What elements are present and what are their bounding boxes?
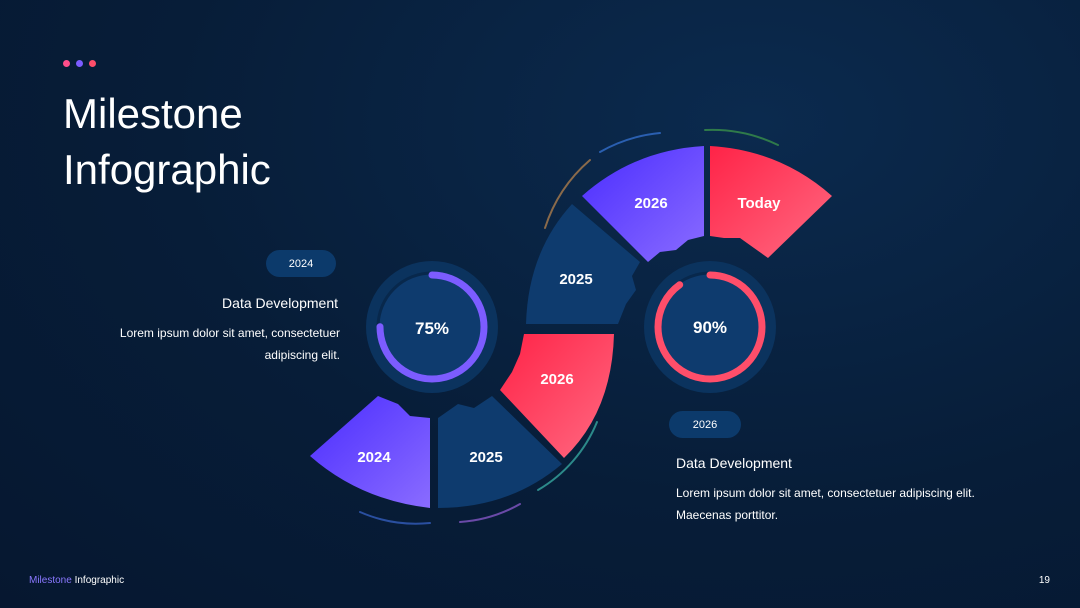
dot-red	[89, 60, 96, 67]
decorative-dots	[63, 60, 96, 67]
gauge-left-progress-arc	[376, 271, 488, 383]
right-heading: Data Development	[676, 455, 792, 471]
footer-title: Milestone Infographic	[29, 575, 124, 586]
segment-top-today	[710, 146, 832, 258]
slide-title: Milestone Infographic	[63, 86, 383, 198]
gauge-right: 90%	[644, 261, 776, 393]
right-body-line-1: Lorem ipsum dolor sit amet, consectetuer…	[676, 486, 975, 500]
year-badge-right: 2026	[669, 411, 741, 438]
title-line-2: Infographic	[63, 146, 271, 193]
segment-label-bottom-2024: 2024	[357, 449, 391, 466]
segment-bottom-2026	[500, 334, 614, 458]
left-heading: Data Development	[222, 295, 338, 311]
segment-bottom-2024	[310, 396, 430, 508]
gauge-left: 75%	[366, 261, 498, 393]
left-body: Lorem ipsum dolor sit amet, consectetuer…	[90, 322, 340, 366]
bottom-segments	[310, 334, 614, 508]
segment-label-bottom-2026: 2026	[540, 371, 573, 388]
segment-label-top-2025: 2025	[559, 271, 592, 288]
gauge-right-progress-arc	[654, 271, 766, 383]
footer-title-accent: Milestone	[29, 575, 72, 586]
decorative-arcs	[359, 128, 779, 525]
segment-label-top-2026: 2026	[634, 195, 667, 212]
top-segments	[526, 146, 832, 324]
dot-purple	[76, 60, 83, 67]
footer-title-rest: Infographic	[71, 575, 125, 586]
page-number: 19	[1038, 575, 1050, 586]
left-body-line-2: adipiscing elit.	[264, 348, 340, 362]
year-badge-left: 2024	[266, 250, 336, 277]
segment-top-2026	[582, 146, 704, 262]
segment-label-bottom-2025: 2025	[469, 449, 502, 466]
title-line-1: Milestone	[63, 90, 243, 137]
segment-bottom-2025	[438, 396, 562, 508]
right-body-line-2: Maecenas porttitor.	[676, 508, 779, 522]
gauge-right-label: 90%	[693, 318, 727, 337]
segment-label-top-today: Today	[737, 195, 781, 212]
right-body: Lorem ipsum dolor sit amet, consectetuer…	[676, 482, 1056, 526]
segment-top-2025	[526, 204, 640, 324]
gauge-left-label: 75%	[415, 319, 449, 338]
dot-pink	[63, 60, 70, 67]
left-body-line-1: Lorem ipsum dolor sit amet, consectetuer	[119, 326, 340, 340]
